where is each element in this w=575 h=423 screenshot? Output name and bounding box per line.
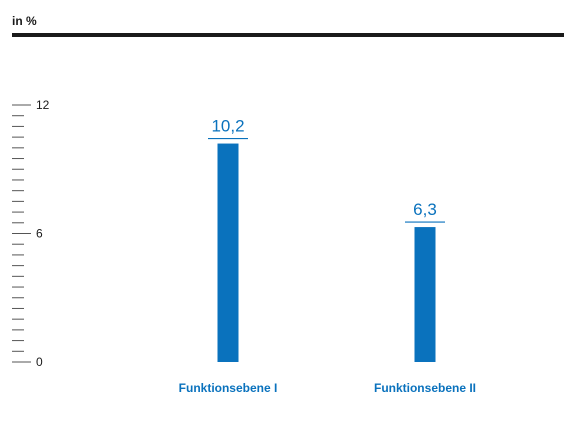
category-labels: Funktionsebene I Funktionsebene II bbox=[179, 381, 476, 395]
bar bbox=[414, 227, 436, 362]
unit-label: in % bbox=[12, 14, 37, 28]
bars bbox=[217, 143, 436, 362]
bar bbox=[217, 143, 239, 362]
header-rule bbox=[12, 33, 564, 37]
y-tick-label: 0 bbox=[36, 355, 43, 369]
value-label: 10,2 bbox=[211, 117, 244, 136]
y-axis: 0 6 12 bbox=[12, 98, 50, 369]
y-tick-label: 12 bbox=[36, 98, 50, 112]
y-tick-label: 6 bbox=[36, 227, 43, 241]
category-label: Funktionsebene I bbox=[179, 381, 278, 395]
value-label: 6,3 bbox=[413, 200, 437, 219]
category-label: Funktionsebene II bbox=[374, 381, 476, 395]
data-labels: 10,2 6,3 bbox=[208, 117, 445, 223]
